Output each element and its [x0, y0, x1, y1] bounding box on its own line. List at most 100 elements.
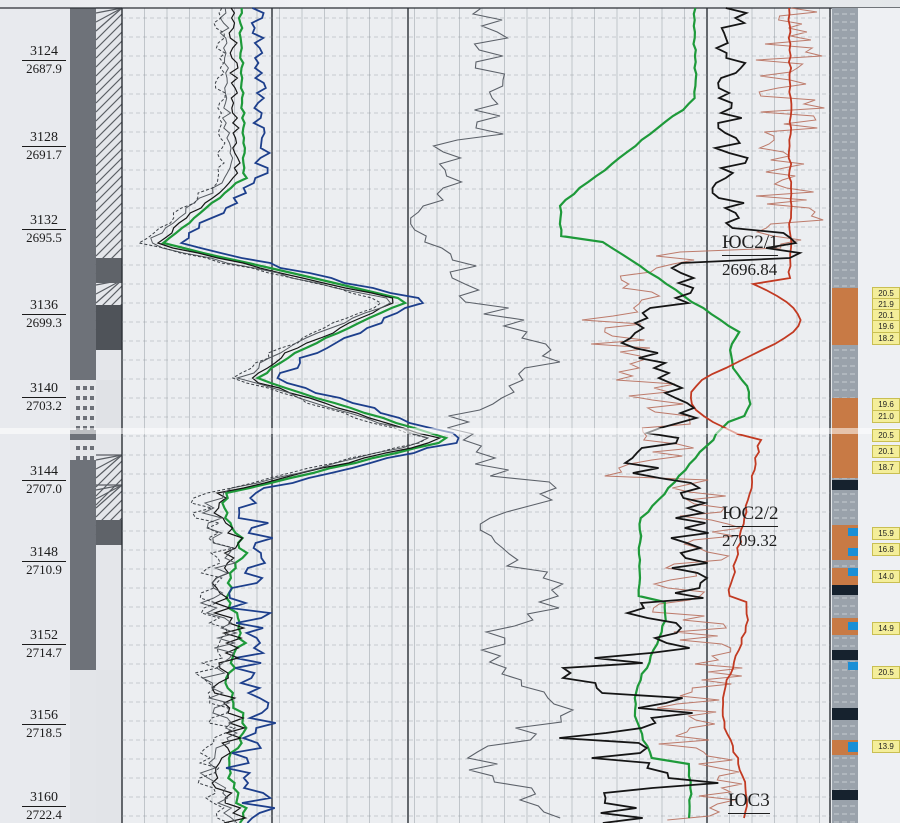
lithology-dot	[90, 396, 94, 400]
true-vertical-depth: 2718.5	[26, 725, 62, 740]
carbonate-fill	[848, 548, 858, 556]
hatch-line	[95, 13, 123, 41]
hatch-line	[95, 7, 123, 32]
lithology-dot	[83, 406, 87, 410]
hatch-line	[95, 85, 123, 113]
depth-mark: 3128 2691.7	[22, 130, 66, 163]
hatch-line	[95, 279, 123, 304]
strat-top-3: ЮС3	[728, 790, 770, 814]
lithology-dot	[90, 386, 94, 390]
hatch-line	[95, 484, 123, 509]
hatch-line	[95, 7, 123, 23]
log-curve	[689, 7, 802, 819]
lithology-block	[96, 670, 122, 823]
depth-mark: 3148 2710.9	[22, 545, 66, 578]
hatch-line	[95, 484, 123, 500]
hatch-line	[95, 49, 123, 77]
measured-depth: 3124	[22, 44, 66, 61]
measured-depth: 3148	[22, 545, 66, 562]
carbonate-fill	[848, 742, 858, 752]
measured-depth: 3144	[22, 464, 66, 481]
porosity-value: 21.0	[872, 410, 900, 423]
lithology-dot	[90, 406, 94, 410]
depth-mark: 3124 2687.9	[22, 44, 66, 77]
carbonate-fill	[848, 662, 858, 670]
depth-mark: 3160 2722.4	[22, 790, 66, 823]
hatch-line	[95, 22, 123, 50]
porosity-value: 18.2	[872, 332, 900, 345]
hatch-line	[95, 103, 123, 131]
measured-depth: 3132	[22, 213, 66, 230]
carbonate-fill	[848, 568, 858, 576]
lithology-dot	[76, 456, 80, 460]
lithology-dot	[90, 416, 94, 420]
hatch-line	[95, 157, 123, 185]
hatch-line	[95, 121, 123, 149]
hatch-line	[95, 211, 123, 239]
coal-fill	[832, 790, 858, 800]
log-curve	[137, 7, 429, 823]
lithology-dot	[83, 456, 87, 460]
porosity-value: 13.9	[872, 740, 900, 753]
log-curve	[558, 7, 752, 819]
strat-top-name: ЮС2/2	[722, 503, 779, 527]
log-curve	[160, 7, 449, 823]
lithology-block	[96, 380, 122, 430]
true-vertical-depth: 2722.4	[26, 807, 62, 822]
hatch-line	[95, 112, 123, 140]
hatch-line	[95, 220, 123, 248]
lithology-dot	[83, 446, 87, 450]
lithology-block	[96, 258, 122, 283]
porosity-value: 18.7	[872, 461, 900, 474]
lithology-dot	[76, 406, 80, 410]
hatch-line	[95, 148, 123, 176]
porosity-value: 15.9	[872, 527, 900, 540]
hatch-line	[95, 193, 123, 221]
log-curve	[179, 7, 460, 823]
log-grid	[0, 7, 900, 823]
true-vertical-depth: 2707.0	[26, 481, 62, 496]
carbonate-fill	[848, 622, 858, 630]
hatch-line	[95, 67, 123, 95]
lithology-dot	[83, 416, 87, 420]
lithology-dot	[76, 396, 80, 400]
log-curve	[150, 7, 430, 823]
true-vertical-depth: 2710.9	[26, 562, 62, 577]
depth-mark: 3152 2714.7	[22, 628, 66, 661]
hatch-line	[95, 76, 123, 104]
hatch-line	[95, 94, 123, 122]
hatch-line	[95, 202, 123, 230]
porosity-value: 20.5	[872, 666, 900, 679]
hatch-line	[95, 58, 123, 86]
measured-depth: 3156	[22, 708, 66, 725]
true-vertical-depth: 2714.7	[26, 645, 62, 660]
true-vertical-depth: 2695.5	[26, 230, 62, 245]
paper-fold	[0, 428, 900, 434]
lithology-dot	[76, 446, 80, 450]
strat-top-name: ЮС3	[728, 790, 770, 814]
strat-top-depth: 2709.32	[722, 531, 778, 550]
lithology-dot	[83, 386, 87, 390]
log-curve	[559, 7, 803, 823]
lithology-dot	[90, 456, 94, 460]
hatch-pattern	[70, 7, 123, 823]
hatch-line	[95, 166, 123, 194]
coal-fill	[832, 480, 858, 490]
measured-depth: 3128	[22, 130, 66, 147]
porosity-value: 16.8	[872, 543, 900, 556]
log-curve	[156, 7, 442, 823]
coal-fill	[832, 708, 858, 720]
strat-top-name: ЮС2/1	[722, 232, 779, 256]
depth-column	[0, 0, 70, 823]
sand-fill	[832, 288, 858, 345]
hatch-line	[95, 7, 123, 14]
lithology-block	[96, 305, 122, 350]
depth-mark: 3140 2703.2	[22, 381, 66, 414]
hatch-line	[95, 229, 123, 257]
depth-mark: 3132 2695.5	[22, 213, 66, 246]
porosity-value: 20.5	[872, 429, 900, 442]
true-vertical-depth: 2691.7	[26, 147, 62, 162]
hatch-line	[95, 130, 123, 158]
